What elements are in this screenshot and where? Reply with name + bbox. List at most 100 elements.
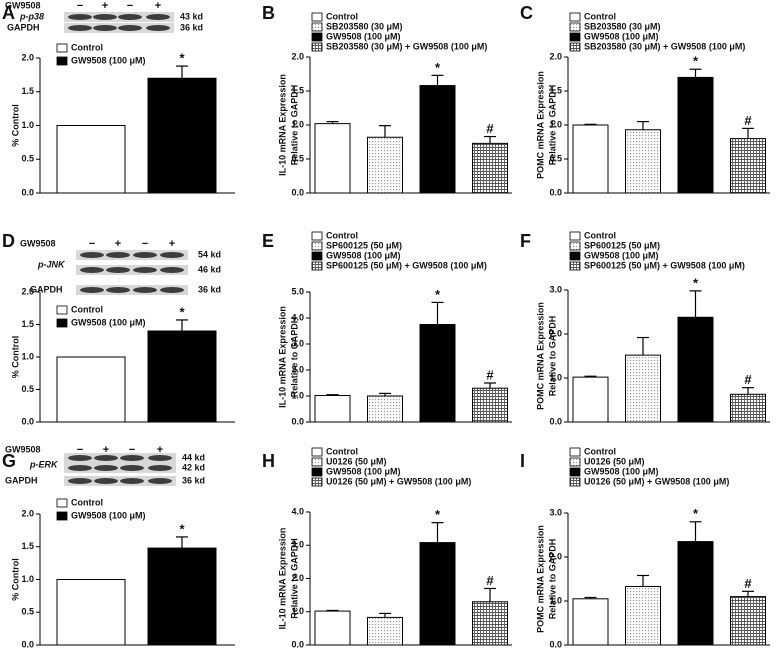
legend-label: U0126 (50 μM) + GW9508 (100 μM) bbox=[584, 476, 729, 486]
bar bbox=[625, 354, 661, 423]
blot-size-label: 36 kd bbox=[182, 475, 205, 485]
y-axis-label: POMC mRNA Expression bbox=[535, 525, 545, 633]
error-bar bbox=[584, 123, 597, 125]
legend-swatch bbox=[569, 447, 581, 457]
legend-label: GW9508 (100 μM) bbox=[584, 466, 659, 476]
blot-lane-sign: + bbox=[169, 238, 175, 250]
error-bar bbox=[584, 375, 597, 378]
bar bbox=[472, 142, 508, 194]
panel-letter: B bbox=[262, 3, 275, 23]
blot-lane-sign: − bbox=[142, 238, 148, 250]
blot-band bbox=[68, 455, 92, 461]
error-bar bbox=[326, 120, 339, 124]
error-bar bbox=[326, 609, 339, 612]
blot-lanes-label: GW9508 bbox=[5, 444, 41, 454]
legend-label: Control bbox=[584, 11, 616, 21]
y-tick-label: 2.0 bbox=[549, 551, 562, 561]
legend-swatch bbox=[56, 318, 68, 328]
legend-label: U0126 (50 μM) bbox=[326, 456, 387, 466]
blot-band bbox=[106, 267, 130, 273]
bar bbox=[625, 129, 661, 194]
blot-band bbox=[94, 478, 118, 484]
blot-lanes-label: GW9508 bbox=[20, 238, 56, 248]
y-tick-label: 0.0 bbox=[291, 639, 304, 649]
legend-label: SB203580 (30 μM) bbox=[584, 21, 661, 31]
legend-swatch bbox=[311, 251, 323, 261]
blot-band bbox=[120, 465, 144, 471]
y-axis-label: % Control bbox=[10, 558, 20, 601]
y-axis-label: Relative to GAPDH bbox=[547, 85, 557, 166]
blot-band bbox=[148, 478, 172, 484]
blot-size-label: 43 kd bbox=[180, 11, 203, 21]
blot-band bbox=[94, 455, 118, 461]
blot-row-label: p-p38 bbox=[19, 11, 44, 21]
y-tick-label: 5.0 bbox=[291, 286, 304, 296]
blot-band bbox=[93, 14, 117, 20]
error-bar bbox=[484, 587, 496, 602]
blot-band bbox=[133, 287, 157, 293]
bar bbox=[677, 316, 714, 423]
error-bar bbox=[379, 125, 391, 138]
legend-swatch bbox=[56, 498, 68, 508]
blot-lane-sign: − bbox=[89, 238, 95, 250]
legend-label: GW9508 (100 μM) bbox=[71, 317, 146, 327]
error-bar bbox=[637, 574, 649, 587]
error-bar bbox=[431, 301, 444, 325]
legend-swatch bbox=[311, 12, 323, 22]
legend-label: SB203580 (30 μM) + GW9508 (100 μM) bbox=[584, 41, 745, 51]
y-tick-label: 0.5 bbox=[291, 153, 304, 163]
blot-band bbox=[68, 478, 92, 484]
blot-band bbox=[68, 25, 92, 31]
blot-lane-sign: − bbox=[129, 444, 135, 456]
bar bbox=[367, 616, 403, 646]
y-tick-label: 2.0 bbox=[21, 52, 34, 62]
error-bar bbox=[176, 65, 188, 79]
y-tick-label: 0.0 bbox=[21, 416, 34, 426]
y-tick-label: 0.0 bbox=[21, 639, 34, 649]
significance-mark: * bbox=[179, 521, 185, 536]
blot-band bbox=[160, 252, 184, 258]
y-tick-label: 1.5 bbox=[291, 85, 304, 95]
legend-label: SP600125 (50 μM) + GW9508 (100 μM) bbox=[584, 260, 745, 270]
blot-band bbox=[80, 287, 104, 293]
blot-row-label: p-ERK bbox=[29, 459, 59, 469]
legend-label: Control bbox=[584, 446, 616, 456]
bar bbox=[56, 125, 126, 194]
y-tick-label: 1.0 bbox=[549, 595, 562, 605]
legend-swatch bbox=[569, 457, 581, 467]
y-axis-label: IL-10 mRNA Expression bbox=[277, 528, 287, 630]
legend-label: SP600125 (50 μM) + GW9508 (100 μM) bbox=[326, 260, 487, 270]
blot-band bbox=[80, 252, 104, 258]
blot-size-label: 44 kd bbox=[182, 452, 205, 462]
bar bbox=[367, 395, 403, 423]
blot-background bbox=[76, 285, 188, 295]
legend-label: Control bbox=[326, 230, 358, 240]
blot-row-label: GAPDH bbox=[7, 22, 40, 32]
panel-letter: H bbox=[262, 451, 275, 471]
blot-band bbox=[120, 455, 144, 461]
error-bar bbox=[742, 590, 754, 597]
blot-band bbox=[120, 478, 144, 484]
y-axis-label: Relative to GAPDH bbox=[547, 539, 557, 620]
legend-swatch bbox=[311, 457, 323, 467]
bar bbox=[572, 124, 609, 194]
bar bbox=[572, 598, 609, 646]
legend-swatch bbox=[56, 43, 68, 53]
legend-label: Control bbox=[326, 446, 358, 456]
legend-label: SB203580 (30 μM) + GW9508 (100 μM) bbox=[326, 41, 487, 51]
error-bar bbox=[584, 596, 597, 599]
legend-label: GW9508 (100 μM) bbox=[71, 55, 146, 65]
bar bbox=[56, 356, 126, 423]
bar bbox=[730, 393, 766, 423]
y-tick-label: 2.0 bbox=[291, 364, 304, 374]
bar bbox=[472, 387, 508, 423]
bar bbox=[472, 601, 508, 646]
legend-label: U0126 (50 μM) + GW9508 (100 μM) bbox=[326, 476, 471, 486]
blot-band bbox=[80, 267, 104, 273]
error-bar bbox=[637, 336, 649, 356]
y-axis-label: % Control bbox=[10, 336, 20, 379]
significance-mark: * bbox=[435, 507, 441, 522]
legend-swatch bbox=[311, 477, 323, 487]
y-axis-label: IL-10 mRNA Expression bbox=[277, 306, 287, 408]
legend-label: GW9508 (100 μM) bbox=[326, 466, 401, 476]
